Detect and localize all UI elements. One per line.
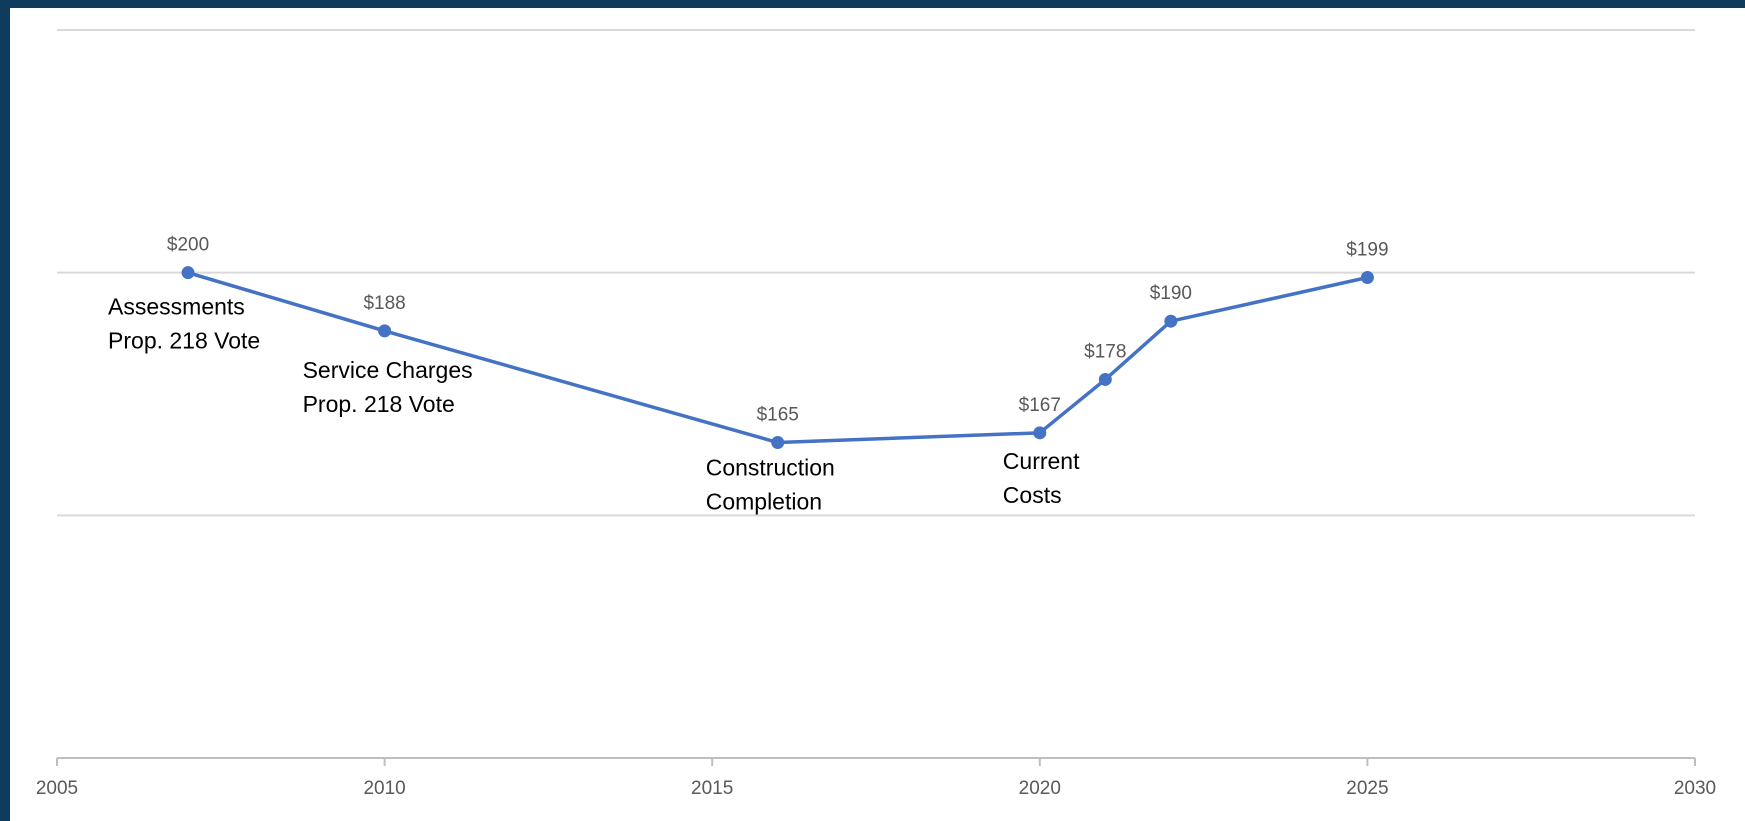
data-point: [1098, 372, 1112, 386]
data-label: $200: [167, 235, 209, 256]
data-label: $165: [757, 405, 799, 426]
annotation-line: Service Charges: [303, 357, 473, 383]
x-tick-label: 2015: [691, 778, 733, 799]
data-point: [378, 324, 392, 338]
annotation-label: Current Costs: [1003, 448, 1080, 508]
annotation-line: Construction: [706, 455, 835, 481]
data-label: $178: [1084, 341, 1126, 362]
annotation-line: Prop. 218 Vote: [303, 391, 455, 417]
x-tick-label: 2025: [1346, 778, 1388, 799]
data-point: [1164, 314, 1178, 328]
data-point: [1033, 426, 1047, 440]
line-chart: 2005 2010 2015 2020 2025 2030 $200 $188 $165 $16…: [36, 29, 1716, 799]
data-point: [181, 266, 195, 280]
annotation-line: Completion: [706, 489, 822, 515]
x-tick-label: 2010: [363, 778, 405, 799]
x-axis: 2005 2010 2015 2020 2025 2030: [36, 757, 1716, 799]
x-tick-label: 2030: [1674, 778, 1716, 799]
x-tick-label: 2020: [1019, 778, 1061, 799]
annotation-line: Prop. 218 Vote: [108, 328, 260, 354]
annotation-label: Service Charges Prop. 218 Vote: [303, 357, 473, 417]
data-label: $167: [1019, 395, 1061, 416]
data-label: $188: [363, 293, 405, 314]
data-point: [1360, 271, 1374, 285]
data-point: [771, 436, 785, 450]
data-label: $190: [1150, 283, 1192, 304]
annotation-line: Costs: [1003, 482, 1062, 508]
annotation-label: Construction Completion: [706, 455, 835, 515]
annotation-label: Assessments Prop. 218 Vote: [108, 294, 260, 354]
data-label: $199: [1346, 240, 1388, 261]
annotation-line: Assessments: [108, 294, 245, 320]
series-line: $200 $188 $165 $167 $178 $190 $199: [167, 235, 1389, 450]
chart-frame: 2005 2010 2015 2020 2025 2030 $200 $188 $165 $16…: [10, 8, 1745, 821]
gridlines: [57, 29, 1695, 517]
annotation-line: Current: [1003, 448, 1080, 474]
x-tick-label: 2005: [36, 778, 78, 799]
